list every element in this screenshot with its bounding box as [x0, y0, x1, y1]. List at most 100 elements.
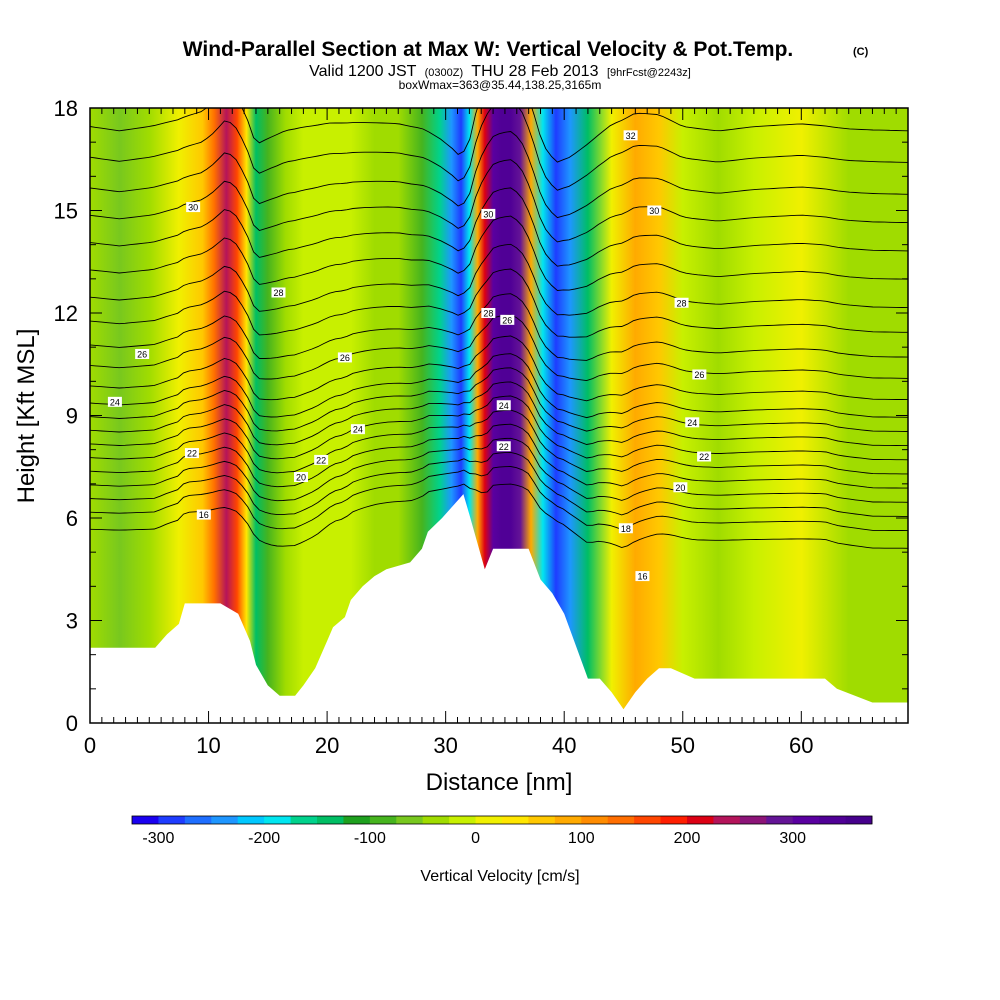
isentrope-label: 24 — [353, 425, 363, 435]
colorbar-swatch — [845, 816, 873, 824]
colorbar-swatch — [184, 816, 212, 824]
isentrope-label-bg — [186, 202, 201, 213]
isentrope-label: 28 — [273, 288, 283, 298]
colorbar-swatch — [554, 816, 582, 824]
isentrope-label: 28 — [677, 298, 687, 308]
x-tick-label: 40 — [552, 733, 576, 758]
terrain — [90, 494, 908, 723]
isentrope-line — [90, 108, 908, 163]
isentrope-label: 26 — [502, 315, 512, 325]
x-axis: 0 10 20 30 40 50 60 — [84, 108, 909, 758]
colorbar-swatch — [607, 816, 635, 824]
forecast-tag: [9hrFcst@2243z] — [607, 67, 691, 79]
x-tick-label: 60 — [789, 733, 813, 758]
colorbar-swatch — [396, 816, 424, 824]
isentrope-label: 26 — [340, 353, 350, 363]
isentrope-line — [90, 381, 908, 447]
colorbar: -300 -200 -100 0 100 200 300 — [131, 815, 873, 847]
isentrope-label: 16 — [637, 572, 647, 582]
colorbar-swatch — [449, 816, 476, 824]
colorbar-swatch — [290, 816, 318, 824]
colorbar-swatch — [739, 816, 767, 824]
isentrope-line — [90, 268, 908, 338]
x-tick-label: 10 — [196, 733, 220, 758]
colorbar-swatch — [475, 816, 503, 824]
colorbar-swatch — [581, 816, 609, 824]
colorbar-tick-label: -300 — [142, 830, 174, 847]
isentrope-label: 30 — [188, 203, 198, 213]
colorbar-swatch — [792, 816, 820, 824]
colorbar-tick-label: -200 — [248, 830, 280, 847]
colorbar-tick-label: 300 — [779, 830, 806, 847]
copyright-mark: (C) — [853, 46, 869, 58]
isentrope-label-bg — [496, 400, 511, 411]
y-tick-label: 9 — [66, 404, 78, 429]
isentrope-line — [90, 293, 908, 361]
isentrope-line — [90, 367, 908, 432]
colorbar-swatch — [158, 816, 186, 824]
isentrope-label: 30 — [483, 209, 493, 219]
isentrope-label: 22 — [699, 452, 709, 462]
isentrope-label-bg — [692, 369, 707, 380]
y-tick-label: 18 — [54, 96, 78, 121]
isentrope-label-bg — [623, 130, 638, 141]
y-tick-label: 6 — [66, 506, 78, 531]
isentrope-label-bg — [135, 349, 150, 359]
x-tick-label: 20 — [315, 733, 339, 758]
y-axis: 0 3 6 9 12 15 18 — [54, 96, 908, 736]
colorbar-swatch — [264, 816, 291, 824]
colorbar-swatch — [634, 816, 661, 824]
isentrope-label-bg — [673, 482, 688, 493]
isentrope-line — [90, 187, 908, 267]
isentrope-label-bg — [674, 297, 689, 308]
colorbar-tick-label: 0 — [471, 830, 480, 847]
colorbar-swatch — [317, 816, 344, 824]
isentrope-label: 20 — [296, 473, 306, 483]
isentrope-label-bg — [618, 523, 633, 534]
isentrope-label: 26 — [694, 370, 704, 380]
colorbar-swatch — [132, 816, 159, 824]
isentrope-line — [90, 215, 908, 291]
isentrope-line — [90, 108, 908, 191]
y-tick-label: 3 — [66, 609, 78, 634]
isentrope-label-bg — [350, 424, 365, 435]
colorbar-swatch — [819, 816, 846, 824]
x-tick-label: 0 — [84, 733, 96, 758]
x-tick-label: 30 — [433, 733, 457, 758]
isentrope-label: 32 — [626, 131, 636, 141]
isentrope-line — [90, 335, 908, 402]
isentrope-label: 30 — [649, 206, 659, 216]
isentrope-label: 28 — [483, 309, 493, 319]
isentrope-label-bg — [481, 308, 496, 318]
colorbar-swatch — [369, 816, 397, 824]
isentrope-label-bg — [337, 352, 352, 363]
isentrope-label: 26 — [137, 350, 147, 360]
y-axis-title: Height [Kft MSL] — [13, 329, 40, 504]
isentrope-label-bg — [685, 417, 700, 428]
isentrope-label: 24 — [687, 418, 697, 428]
chart-title: Wind-Parallel Section at Max W: Vertical… — [183, 38, 794, 61]
isentrope-line — [90, 314, 908, 382]
colorbar-swatch — [528, 816, 556, 824]
isentrope-label: 22 — [187, 449, 197, 459]
isentrope-label-bg — [635, 571, 650, 582]
valid-zulu: (0300Z) — [425, 67, 464, 79]
colorbar-tick-label: -100 — [354, 830, 386, 847]
colorbar-swatch — [713, 816, 741, 824]
isentrope-label-bg — [184, 448, 199, 459]
isentrope-line — [90, 483, 908, 549]
colorbar-swatch — [422, 816, 450, 824]
isentrope-line — [90, 395, 908, 461]
isentrope-label-bg — [271, 287, 286, 298]
isentrope-line — [90, 243, 908, 316]
isentrope-label: 22 — [316, 455, 326, 465]
x-axis-title: Distance [nm] — [426, 769, 573, 796]
isentrope-line — [90, 409, 908, 475]
isentrope-label: 24 — [110, 397, 120, 407]
colorbar-swatch — [766, 816, 794, 824]
y-tick-label: 15 — [54, 199, 78, 224]
colorbar-swatch — [502, 816, 529, 824]
valid-time-line: Valid 1200 JST (0300Z) THU 28 Feb 2013 [… — [309, 63, 691, 80]
isentrope-label: 24 — [499, 401, 509, 411]
colorbar-frame — [131, 815, 873, 825]
